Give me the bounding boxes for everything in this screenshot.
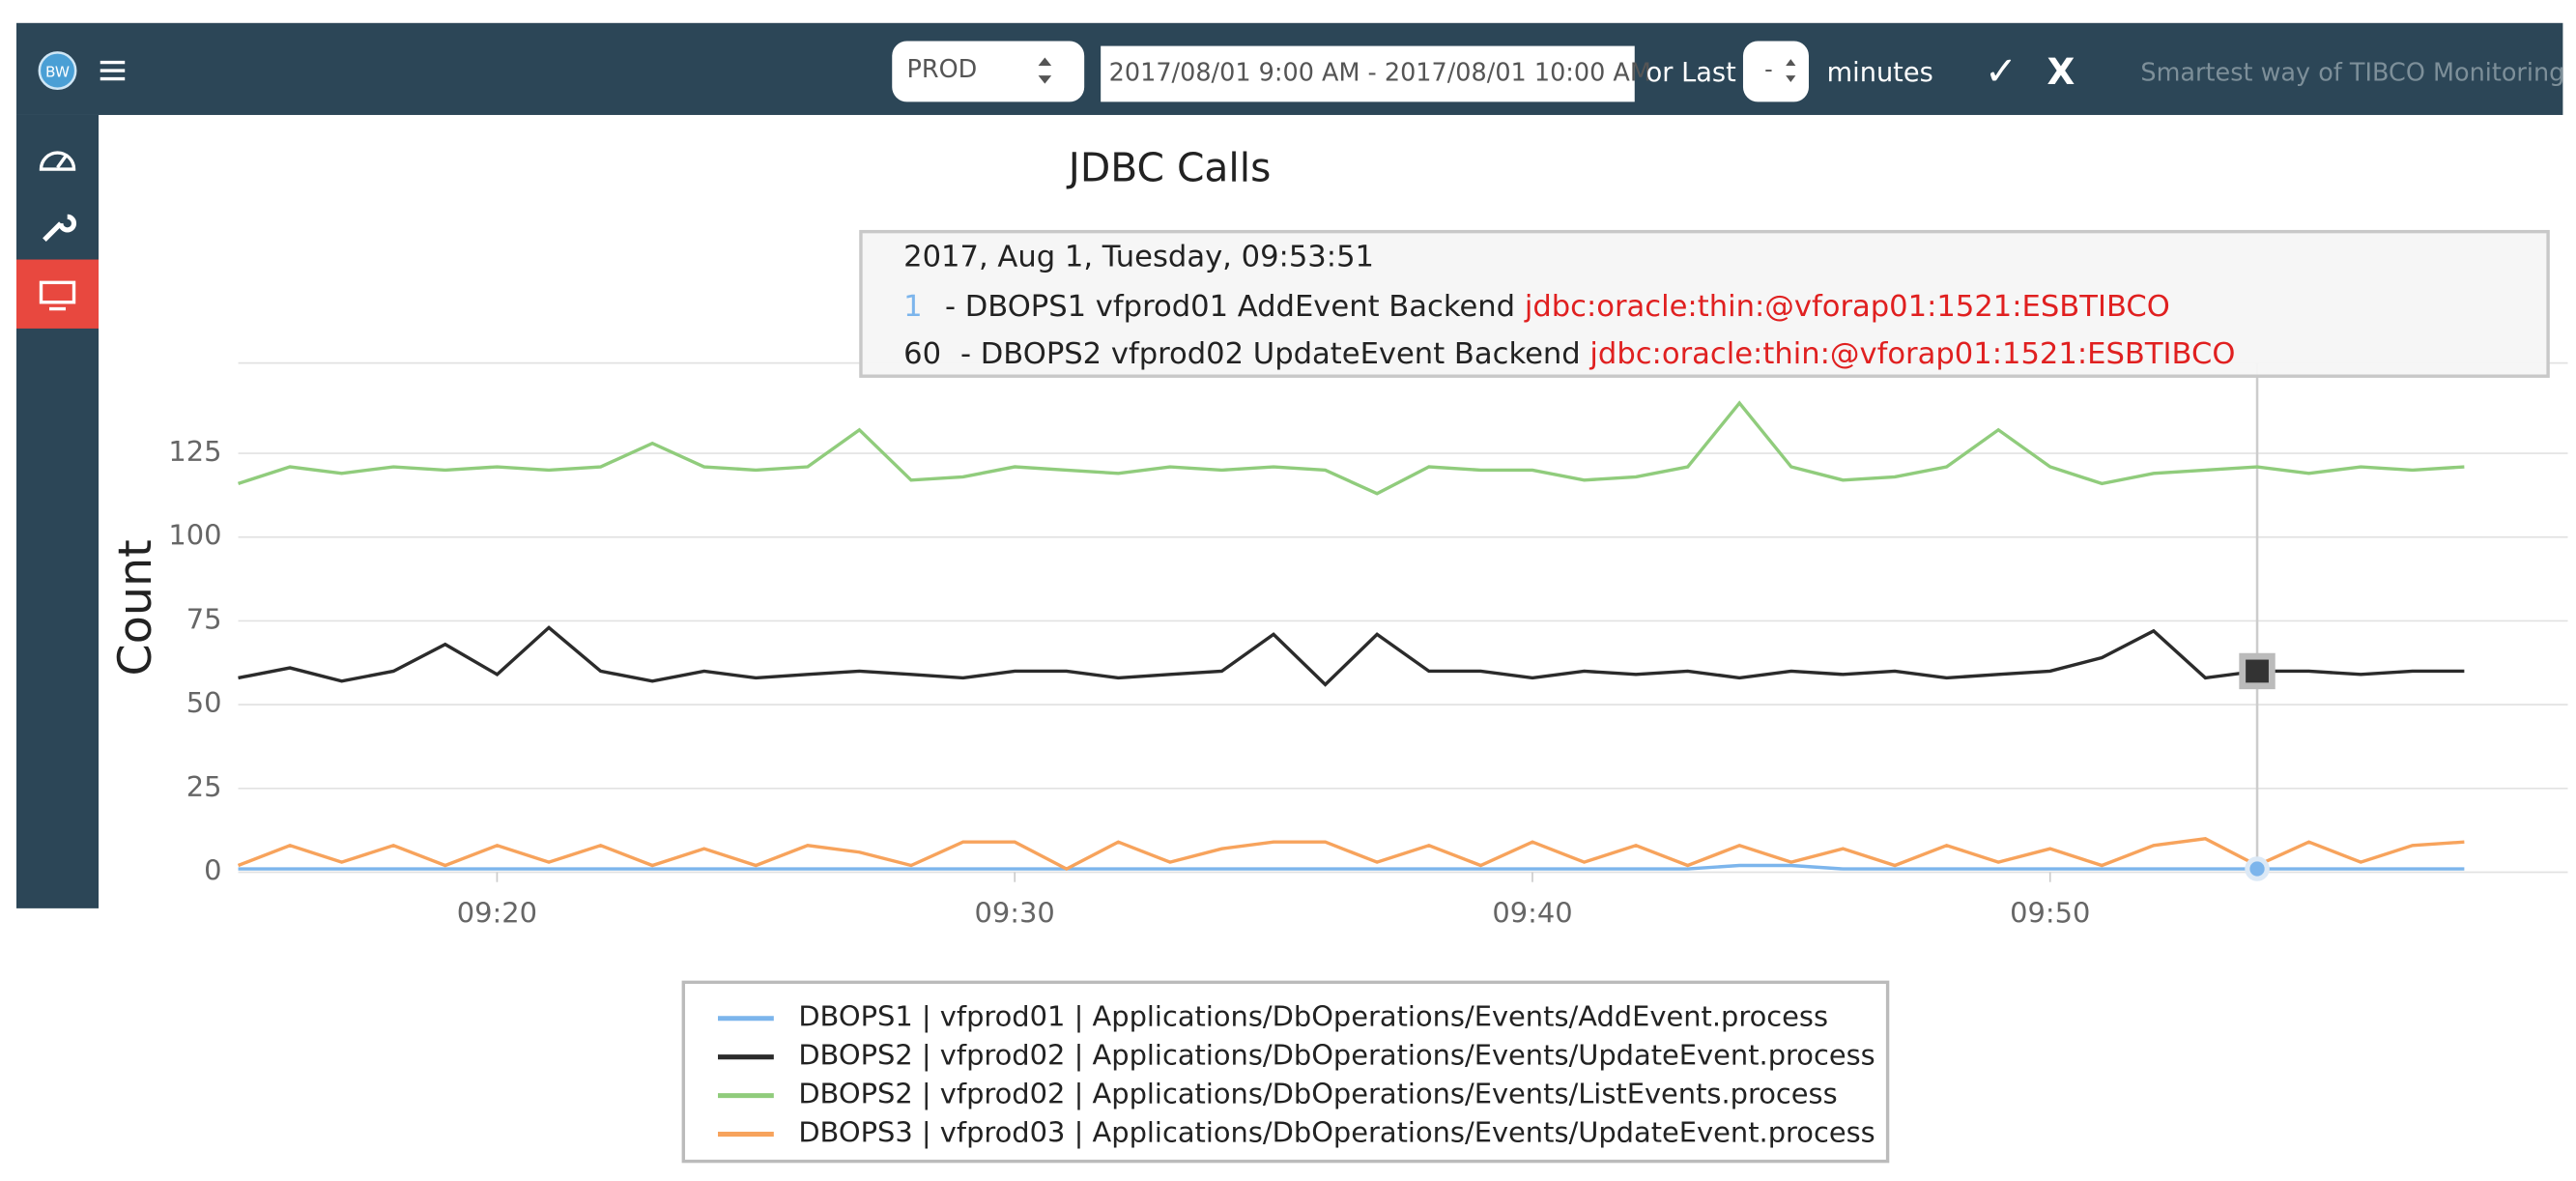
y-tick-label: 125 <box>168 435 221 468</box>
tooltip-value: 1 <box>903 289 922 323</box>
y-tick-label: 50 <box>186 686 222 719</box>
minutes-value: - <box>1764 56 1773 83</box>
monitor-icon <box>39 280 76 304</box>
environment-value: PROD <box>907 55 978 84</box>
x-tick-label: 09:40 <box>1492 897 1572 930</box>
x-tick-label: 09:20 <box>457 897 537 930</box>
tooltip-label: - DBOPS2 vfprod02 UpdateEvent Backend <box>960 337 1581 371</box>
legend-label: DBOPS1 | vfprod01 | Applications/DbOpera… <box>798 1000 1828 1033</box>
y-tick-label: 100 <box>168 519 221 552</box>
cancel-button[interactable]: X <box>2047 50 2075 93</box>
legend <box>681 980 1890 1164</box>
y-tick-label: 25 <box>186 770 222 803</box>
hover-marker <box>2239 652 2275 690</box>
y-tick-label: 75 <box>186 602 222 635</box>
tooltip <box>859 229 2550 378</box>
chart-title: JDBC Calls <box>1066 145 1272 191</box>
tooltip-row: 1 - DBOPS1 vfprod01 AddEvent Backend jdb… <box>903 289 2170 323</box>
select-arrows <box>1038 57 1052 84</box>
y-tick-label: 0 <box>204 853 221 886</box>
tooltip-url: jdbc:oracle:thin:@vforap01:1521:ESBTIBCO <box>1589 337 2235 371</box>
series-line <box>238 863 2465 871</box>
dashboard-icon[interactable] <box>39 151 76 171</box>
series-line <box>237 837 2465 871</box>
menu-icon[interactable] <box>100 60 126 81</box>
tooltip-url: jdbc:oracle:thin:@vforap01:1521:ESBTIBCO <box>1524 289 2170 323</box>
legend-label: DBOPS2 | vfprod02 | Applications/DbOpera… <box>798 1078 1837 1110</box>
settings-icon[interactable] <box>43 214 77 242</box>
y-axis-label: Count <box>109 539 162 676</box>
tooltip-value: 60 <box>903 337 941 371</box>
plot-area: 0 25 50 75 100 125 09:20 09:30 09:40 09:50 <box>168 362 2568 930</box>
environment-select[interactable] <box>892 41 1085 102</box>
tooltip-time: 2017, Aug 1, Tuesday, 09:53:51 <box>903 240 1374 274</box>
tooltip-label: - DBOPS1 vfprod01 AddEvent Backend <box>945 289 1515 323</box>
select-arrows <box>1786 59 1796 82</box>
tooltip-row: 60 - DBOPS2 vfprod02 UpdateEvent Backend… <box>903 337 2235 371</box>
minutes-label: minutes <box>1827 58 1933 88</box>
logo-text: BW <box>45 63 70 80</box>
x-tick-label: 09:30 <box>975 897 1055 930</box>
minutes-select[interactable] <box>1742 41 1809 102</box>
legend-items: DBOPS1 | vfprod01 | Applications/DbOpera… <box>718 1000 1875 1149</box>
apply-button[interactable]: ✓ <box>1985 47 2018 94</box>
sidebar <box>16 114 100 908</box>
series-line <box>238 625 2465 687</box>
series-line <box>238 400 2465 496</box>
dashboard-needle <box>56 155 68 169</box>
date-range-value: 2017/08/01 9:00 AM - 2017/08/01 10:00 AM <box>1109 58 1651 87</box>
x-tick-label: 09:50 <box>2010 897 2090 930</box>
logo[interactable] <box>38 51 77 91</box>
monitor-tab[interactable] <box>16 259 100 329</box>
hover-marker <box>2245 856 2270 881</box>
date-range-input[interactable] <box>1101 45 1635 102</box>
or-last-label: or Last <box>1646 58 1736 88</box>
tagline: Smartest way of TIBCO Monitoring <box>2140 58 2564 87</box>
legend-label: DBOPS3 | vfprod03 | Applications/DbOpera… <box>798 1116 1875 1149</box>
legend-label: DBOPS2 | vfprod02 | Applications/DbOpera… <box>798 1039 1875 1072</box>
